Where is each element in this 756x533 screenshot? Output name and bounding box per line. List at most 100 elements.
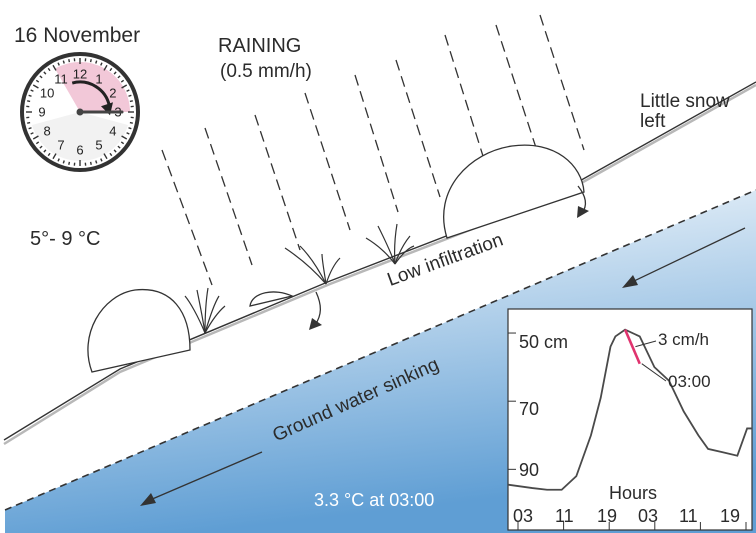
x-tick-label: 19 bbox=[597, 506, 618, 526]
y-tick-label: 50 cm bbox=[519, 332, 569, 352]
snow-pile-right bbox=[443, 144, 585, 239]
y-tick-label: 70 bbox=[519, 399, 540, 419]
clock-shade bbox=[32, 112, 128, 161]
clock-tick bbox=[57, 158, 60, 162]
clock-numeral: 9 bbox=[38, 105, 45, 120]
clock-tick bbox=[62, 60, 65, 64]
clock-tick bbox=[126, 132, 130, 135]
clock-tick bbox=[89, 59, 92, 63]
arrowhead-left bbox=[309, 318, 322, 330]
grass-tufts bbox=[184, 223, 415, 334]
clock-tick bbox=[30, 89, 34, 92]
x-axis-title: Hours bbox=[609, 483, 658, 503]
clock-tick bbox=[95, 60, 98, 64]
clock-highlight-sector bbox=[55, 62, 130, 112]
clock-tick bbox=[62, 160, 65, 164]
clock-tick bbox=[100, 158, 103, 162]
air-temperature-label: 5°- 9 °C bbox=[30, 228, 101, 250]
grass-tuft-1 bbox=[184, 287, 226, 334]
ground-water-temperature-label: 3.3 °C at 03:00 bbox=[314, 490, 435, 510]
clock-tick bbox=[129, 121, 133, 124]
clock-numeral: 11 bbox=[54, 72, 68, 87]
clock-numeral: 10 bbox=[40, 86, 54, 101]
clock-tick bbox=[39, 145, 43, 149]
clock-tick bbox=[68, 161, 71, 165]
arrowhead-right bbox=[577, 206, 589, 218]
rate-leader-line bbox=[635, 340, 657, 348]
clock-tick bbox=[47, 67, 51, 72]
clock-tick bbox=[35, 141, 40, 145]
clock-tick bbox=[43, 149, 47, 153]
clock-ticks bbox=[26, 58, 134, 166]
clock-tick bbox=[113, 71, 117, 75]
chart-series-line bbox=[507, 328, 752, 491]
rain-streaks bbox=[161, 14, 585, 286]
time-annotation: 03:00 bbox=[668, 372, 711, 391]
snow-piles bbox=[87, 144, 585, 373]
clock-tick bbox=[100, 62, 103, 66]
clock-center bbox=[76, 108, 84, 116]
clock-tick bbox=[121, 84, 128, 89]
clock-tick bbox=[109, 67, 113, 72]
clock-tick bbox=[103, 153, 108, 160]
clock-tick bbox=[120, 79, 125, 83]
x-tick-label: 03 bbox=[638, 506, 659, 526]
clock-tick bbox=[117, 145, 121, 149]
clock-numeral: 5 bbox=[95, 137, 102, 152]
snow-pile-left bbox=[87, 288, 191, 373]
clock-tick bbox=[126, 89, 130, 92]
clock-tick bbox=[89, 161, 92, 165]
clock-tick bbox=[57, 62, 60, 66]
x-tick-label: 11 bbox=[555, 506, 574, 526]
grass-tuft-2 bbox=[284, 245, 341, 285]
flow-arrow-bottom bbox=[149, 451, 263, 501]
clock-tick bbox=[32, 135, 39, 140]
ground-surface bbox=[3, 81, 756, 441]
clock-tick bbox=[32, 84, 39, 89]
flow-arrowhead-right bbox=[622, 275, 638, 288]
clock-tick bbox=[30, 132, 34, 135]
clock-tick bbox=[39, 75, 43, 79]
clock-tick bbox=[121, 135, 128, 140]
x-tick-label: 11 bbox=[679, 506, 698, 526]
clock-tick bbox=[95, 160, 98, 164]
flow-arrowhead-bottom bbox=[140, 493, 156, 506]
clock: 121234567891011 bbox=[20, 52, 140, 172]
clock-tick bbox=[43, 71, 47, 75]
clock-tick bbox=[103, 64, 108, 71]
clock-numeral: 8 bbox=[43, 124, 50, 139]
clock-tick bbox=[35, 79, 40, 83]
clock-tick bbox=[52, 153, 57, 160]
ground-surface-shadow bbox=[3, 83, 756, 446]
snow-note-label: Little snow left bbox=[640, 91, 730, 132]
chart-highlight-segment bbox=[623, 329, 641, 365]
clock-tick bbox=[47, 152, 51, 157]
clock-tick bbox=[128, 127, 132, 130]
weather-label: RAINING bbox=[218, 35, 302, 57]
clock-tick bbox=[52, 64, 57, 71]
water-table-line bbox=[4, 189, 756, 511]
clock-tick bbox=[27, 100, 31, 103]
rate-annotation: 3 cm/h bbox=[658, 330, 710, 349]
flow-arrow-right bbox=[631, 227, 746, 283]
clock-tick bbox=[128, 94, 132, 97]
clock-tick bbox=[129, 100, 133, 103]
x-tick-label: 19 bbox=[720, 506, 741, 526]
inset-chart bbox=[507, 308, 753, 531]
clock-numeral: 2 bbox=[109, 86, 116, 101]
rain-rate-label: (0.5 mm/h) bbox=[220, 61, 312, 82]
clock-arrow bbox=[71, 80, 111, 107]
clock-numeral: 6 bbox=[76, 143, 83, 158]
clock-tick bbox=[109, 152, 113, 157]
chart-ticks bbox=[508, 332, 747, 530]
clock-numeral: 12 bbox=[73, 67, 87, 82]
groundwater-flow-arrows bbox=[149, 227, 746, 501]
y-tick-label: 90 bbox=[519, 460, 540, 480]
clock-numeral: 4 bbox=[109, 124, 116, 139]
date-label: 16 November bbox=[14, 24, 141, 47]
clock-numeral: 1 bbox=[95, 72, 102, 87]
clock-tick bbox=[120, 141, 125, 145]
clock-numeral: 7 bbox=[57, 137, 64, 152]
